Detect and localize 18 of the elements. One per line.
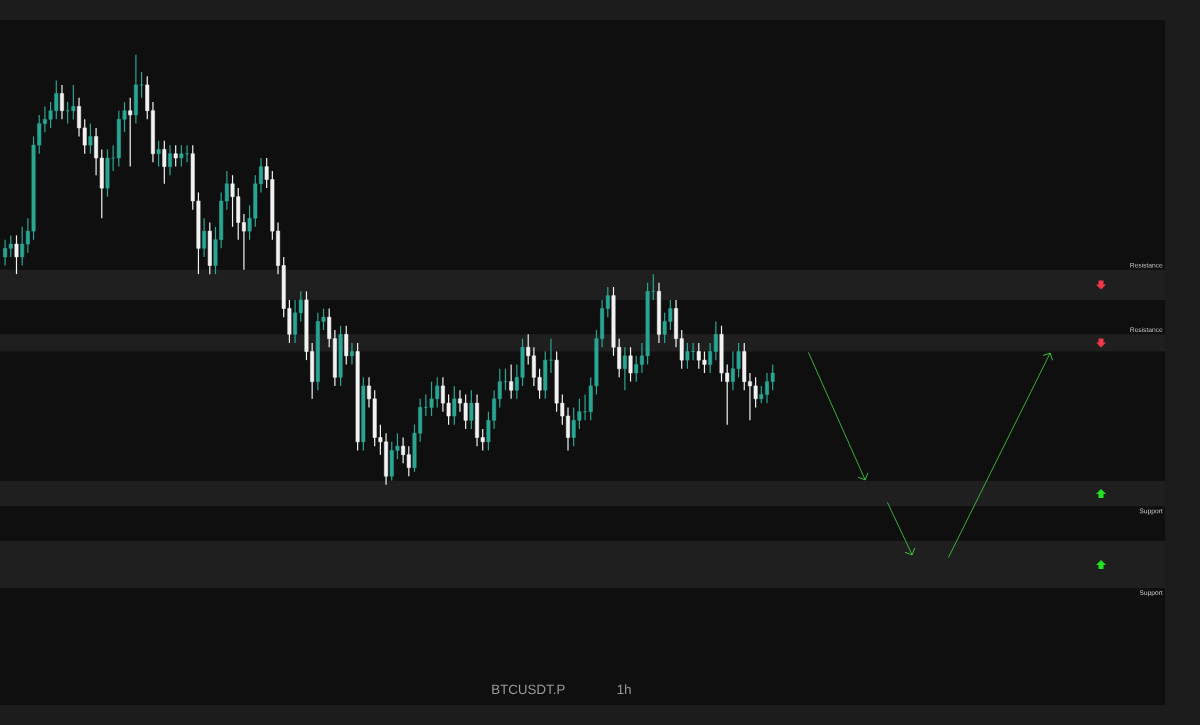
- candlestick: [173, 144, 178, 168]
- candlestick: [344, 325, 349, 366]
- candlestick: [452, 385, 457, 426]
- candlestick: [162, 140, 167, 185]
- candlestick: [469, 389, 474, 430]
- candlestick: [628, 346, 633, 383]
- candlestick: [88, 123, 93, 155]
- candlestick: [128, 97, 133, 168]
- candlestick: [156, 140, 161, 168]
- candlestick: [355, 342, 360, 452]
- candlestick: [14, 234, 19, 275]
- candlestick: [71, 84, 76, 120]
- candlestick: [361, 376, 366, 452]
- candlestick: [207, 221, 212, 275]
- text: BTCUSDT.P: [492, 684, 565, 695]
- candlestick: [338, 325, 343, 387]
- candlestick: [139, 71, 144, 99]
- text: 1h: [617, 684, 631, 694]
